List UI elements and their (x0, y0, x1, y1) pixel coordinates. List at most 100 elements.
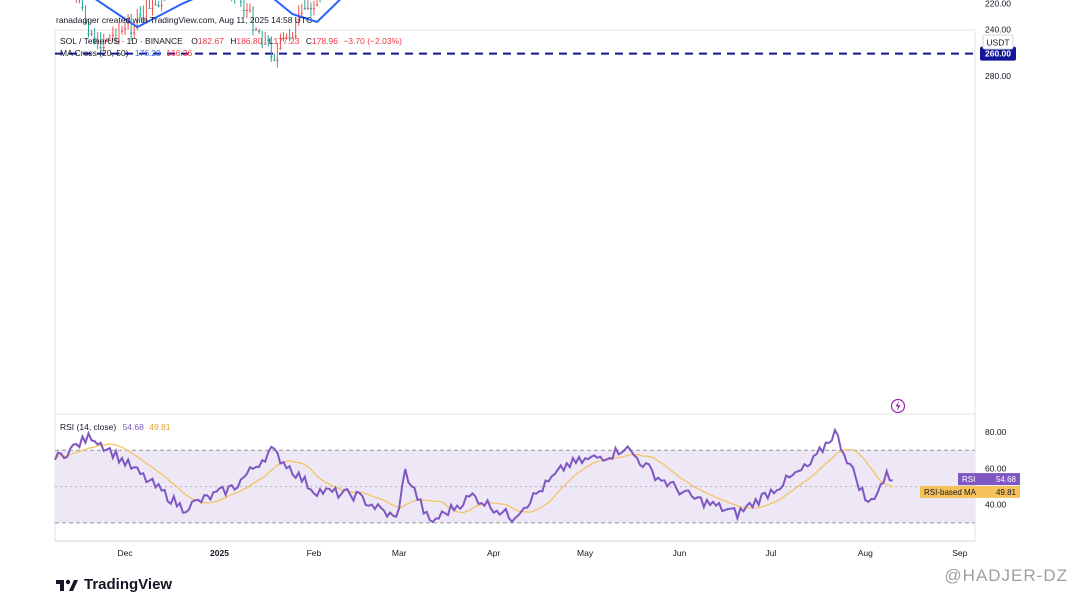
candle-body (261, 43, 264, 45)
candle (267, 35, 270, 47)
time-tick-label: Mar (392, 548, 407, 558)
candle-body (248, 9, 252, 11)
candle (258, 28, 261, 34)
candle-body (105, 40, 108, 42)
rsi-ma-price-tag[interactable] (920, 485, 1020, 498)
rsi-tick-label: 80.00 (985, 427, 1007, 437)
candle-body (312, 8, 316, 10)
candle-body (315, 4, 319, 6)
candle (139, 6, 142, 18)
rsi-ma-value: 49.81 (149, 422, 171, 432)
candle (231, 0, 233, 2)
candle (96, 32, 99, 50)
rsi-price-tag[interactable] (958, 473, 1020, 486)
candle (315, 0, 319, 7)
candle (288, 29, 291, 42)
watermark: @HADJER-DZ (944, 566, 1068, 585)
candle-body (288, 37, 291, 39)
candle (117, 23, 121, 45)
candle-body (276, 59, 279, 61)
symbol-legend[interactable]: SOL / TetherUS · 1D · BINANCE O182.67 H1… (60, 36, 402, 46)
ma-short-value: 176.29 (134, 48, 161, 58)
candle (294, 18, 297, 40)
candle-body (127, 22, 130, 24)
candle-body (117, 40, 121, 42)
time-tick-label: Dec (118, 548, 134, 558)
candle (273, 53, 276, 62)
candle-body (306, 7, 309, 9)
symbol-title: SOL / TetherUS · 1D · BINANCE (60, 36, 183, 46)
candle-body (264, 43, 267, 45)
rsi-tag-name: RSI (962, 475, 975, 484)
candle (245, 3, 249, 18)
rsi-tick-label: 60.00 (985, 463, 1007, 473)
candle-body (81, 6, 84, 8)
ma-long-value: 166.36 (166, 48, 193, 58)
candle (279, 33, 282, 50)
price-pane[interactable] (54, 29, 976, 415)
candle-body (300, 12, 303, 14)
candle (111, 26, 114, 41)
candle (123, 21, 127, 35)
candle (234, 0, 236, 4)
candle (145, 0, 148, 24)
news-lightning-icon[interactable] (890, 398, 906, 414)
candle-body (133, 32, 136, 34)
candle (276, 42, 279, 68)
candle (261, 30, 264, 49)
tradingview-brand[interactable]: TradingView (56, 576, 172, 593)
level-tag-260[interactable] (980, 46, 1016, 61)
time-tick-label: Feb (307, 548, 322, 558)
high-value: 186.80 (236, 36, 263, 46)
candle-body (142, 20, 145, 22)
candle (93, 28, 96, 45)
currency-badge[interactable] (982, 34, 1014, 50)
candle-body (151, 7, 154, 9)
candle (312, 0, 316, 16)
candle-body (285, 36, 288, 38)
candle (270, 36, 273, 62)
candle-body (297, 19, 300, 21)
rsi-legend[interactable]: RSI (14, close) 54.68 49.81 (60, 422, 171, 432)
candle (285, 33, 288, 38)
candle-body (139, 14, 142, 16)
level-tag-label: 260.00 (985, 49, 1011, 59)
change-value: −3.70 (−2.03%) (343, 36, 402, 46)
candle-body (96, 41, 99, 43)
candle (114, 28, 118, 44)
high-label: H (230, 36, 237, 46)
candle (248, 3, 252, 13)
candle-body (273, 59, 276, 61)
candle (105, 37, 108, 42)
ma-legend[interactable]: MA Cross (20, 50) 176.29 166.36 (60, 48, 192, 58)
time-tick-label: Sep (952, 548, 967, 558)
candle (254, 27, 258, 32)
price-tick-label: 240.00 (985, 25, 1011, 35)
candle-body (309, 8, 312, 10)
candle-body (254, 29, 258, 31)
candle-body (108, 39, 111, 41)
ma-legend-title: MA Cross (20, 50) (60, 48, 129, 58)
candle-body (120, 30, 124, 32)
candle-body (93, 41, 96, 43)
candle (309, 2, 312, 17)
candle (84, 5, 87, 25)
candle-body (99, 47, 102, 49)
low-label: L (268, 36, 274, 46)
close-value: 178.96 (311, 36, 338, 46)
candle-body (148, 7, 151, 9)
currency-label: USDT (986, 38, 1009, 48)
candle-body (154, 4, 157, 6)
candle (148, 0, 151, 9)
candle-body (90, 33, 93, 35)
candle (239, 0, 242, 8)
candle-body (258, 31, 261, 33)
candle-body (303, 7, 306, 9)
candle-body (242, 9, 245, 11)
open-label: O (191, 36, 198, 46)
candle (291, 32, 294, 39)
candle-body (145, 20, 148, 22)
candle (120, 25, 124, 35)
candle (160, 0, 163, 12)
